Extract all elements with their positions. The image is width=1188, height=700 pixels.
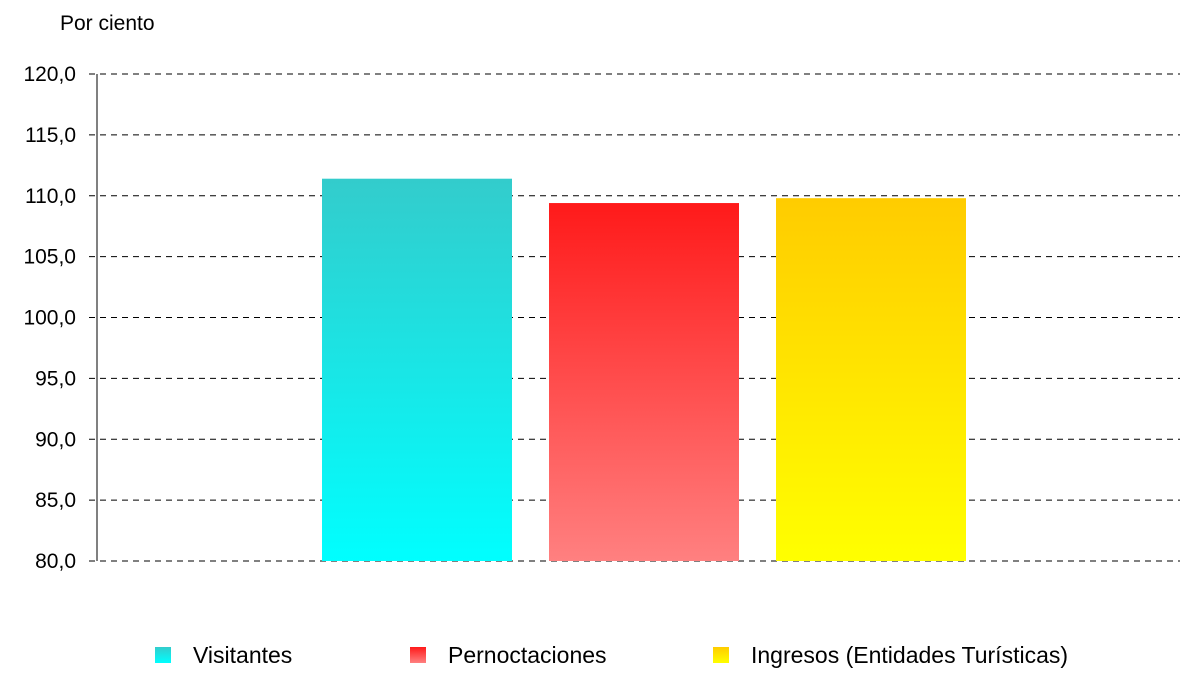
- legend-label: Ingresos (Entidades Turísticas): [751, 642, 1068, 668]
- y-axis-unit-label: Por ciento: [60, 12, 155, 35]
- y-tick-label: 105,0: [23, 246, 76, 269]
- y-tick-label: 85,0: [35, 489, 76, 512]
- y-axis-ticks: 80,0 85,0 90,0 95,0 100,0 105,0 110,0 115,0 120,…: [23, 63, 76, 573]
- legend-swatch: [410, 647, 426, 663]
- bar-pernoctaciones: [549, 203, 739, 561]
- legend-swatch: [155, 647, 171, 663]
- legend-swatch: [713, 647, 729, 663]
- bar-ingresos: [776, 198, 966, 561]
- y-tick-label: 115,0: [25, 124, 76, 147]
- legend: Visitantes Pernoctaciones Ingresos (Entida…: [155, 642, 1068, 668]
- gridlines: [89, 73, 1180, 562]
- y-tick-label: 80,0: [35, 550, 76, 573]
- y-tick-label: 100,0: [23, 307, 76, 330]
- legend-label: Pernoctaciones: [448, 642, 607, 668]
- y-tick-label: 110,0: [25, 185, 76, 208]
- legend-label: Visitantes: [193, 642, 292, 668]
- y-tick-label: 95,0: [35, 367, 76, 390]
- y-tick-label: 90,0: [35, 428, 76, 451]
- bars: [322, 178, 966, 561]
- bar-visitantes: [322, 178, 512, 561]
- y-tick-label: 120,0: [23, 63, 76, 86]
